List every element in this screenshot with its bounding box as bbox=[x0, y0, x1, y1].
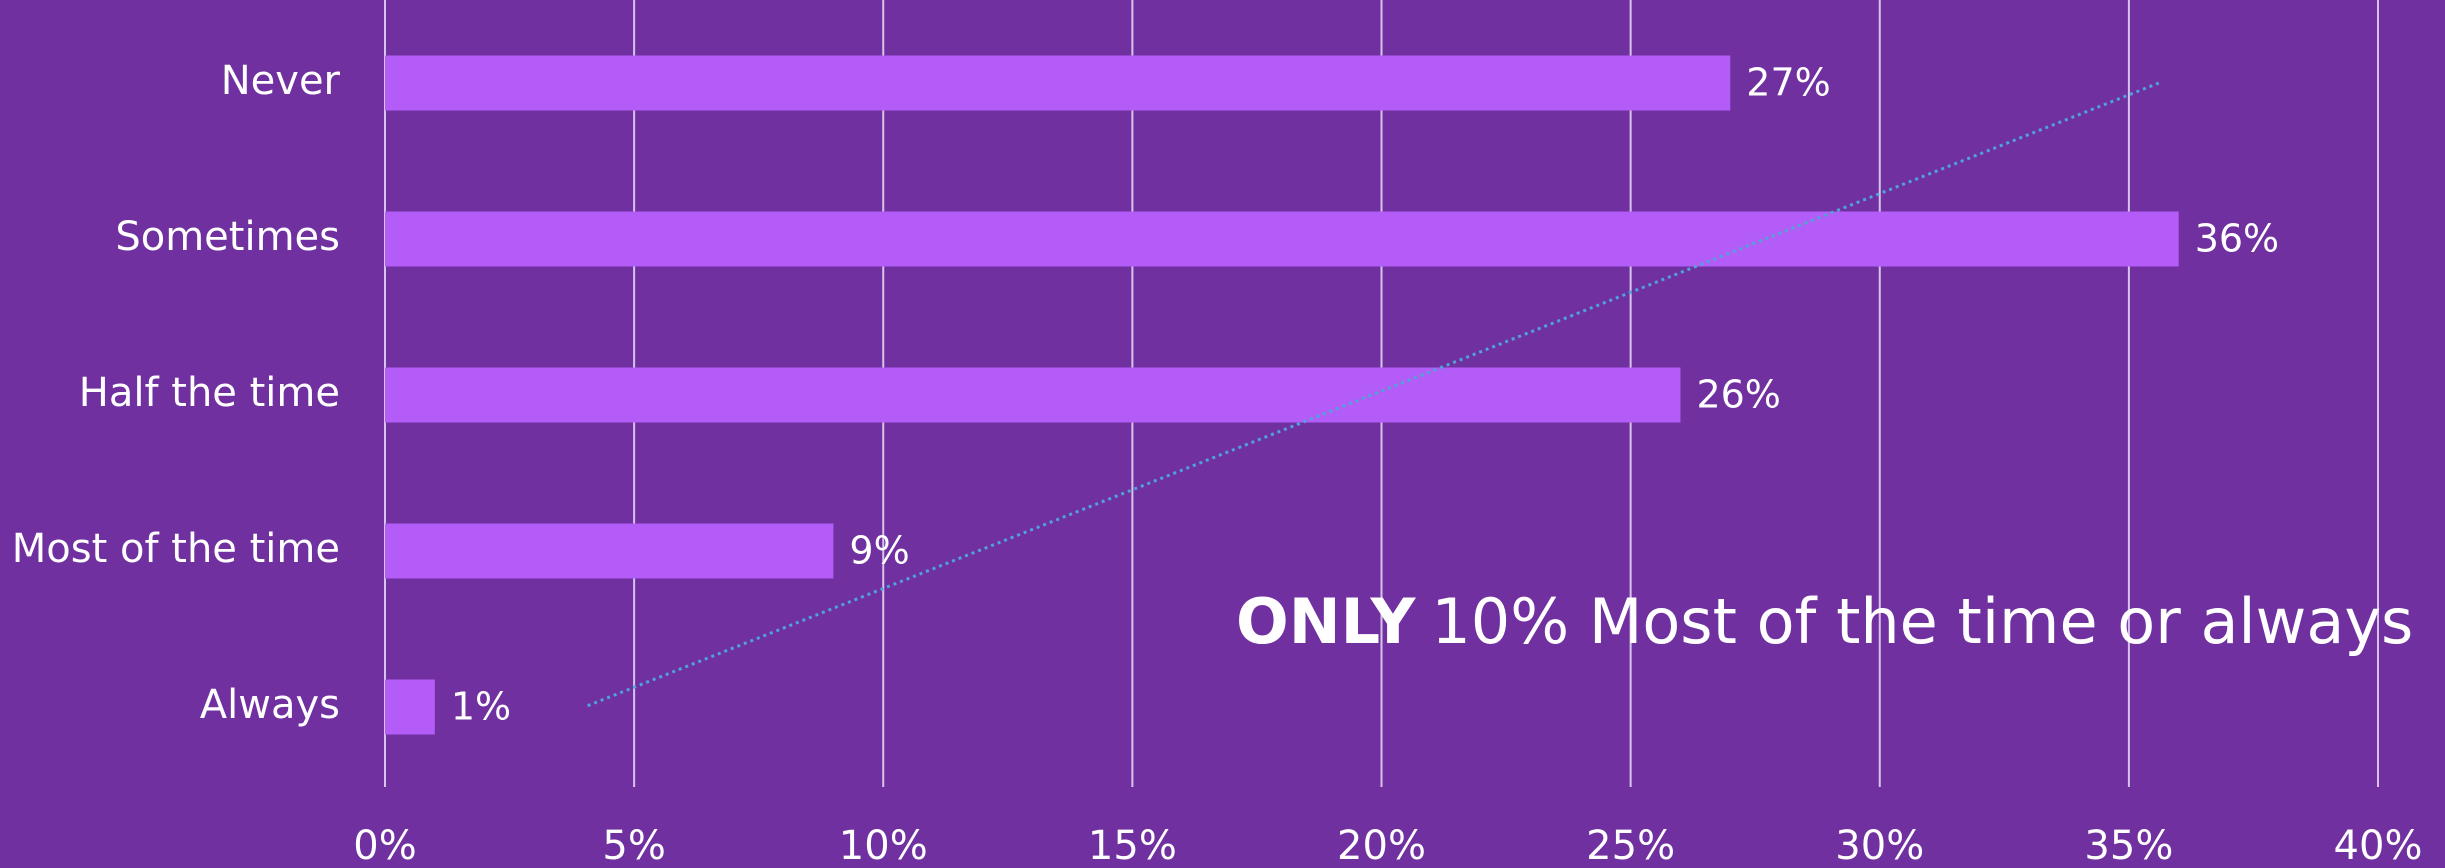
x-tick-label: 20% bbox=[1337, 823, 1426, 868]
x-tick-label: 40% bbox=[2334, 823, 2423, 868]
x-tick-label: 25% bbox=[1586, 823, 1675, 868]
bar bbox=[385, 367, 1681, 423]
y-tick-label: Sometimes bbox=[115, 214, 340, 260]
x-tick-label: 30% bbox=[1835, 823, 1924, 868]
y-tick-label: Always bbox=[200, 682, 340, 728]
x-tick-label: 0% bbox=[353, 823, 416, 868]
annotation: ONLY 10% Most of the time or always bbox=[1236, 585, 2413, 658]
annotation-text: 10% Most of the time or always bbox=[1431, 585, 2413, 658]
y-tick-label: Half the time bbox=[79, 370, 340, 416]
trendline bbox=[583, 81, 2160, 709]
bar bbox=[385, 523, 834, 579]
data-label: 27% bbox=[1746, 61, 1830, 105]
bars bbox=[385, 55, 2179, 735]
data-label: 9% bbox=[849, 529, 909, 573]
y-tick-label: Most of the time bbox=[12, 526, 340, 572]
data-label: 1% bbox=[451, 685, 511, 729]
annotation-bold: ONLY bbox=[1236, 585, 1416, 658]
x-tick-label: 10% bbox=[839, 823, 928, 868]
bar bbox=[385, 211, 2179, 267]
bar bbox=[385, 679, 435, 735]
x-tick-label: 15% bbox=[1088, 823, 1177, 868]
data-label: 36% bbox=[2195, 217, 2279, 261]
y-tick-label: Never bbox=[221, 58, 341, 104]
bar bbox=[385, 55, 1731, 111]
x-tick-label: 35% bbox=[2084, 823, 2173, 868]
x-tick-label: 5% bbox=[602, 823, 665, 868]
data-label: 26% bbox=[1696, 373, 1780, 417]
